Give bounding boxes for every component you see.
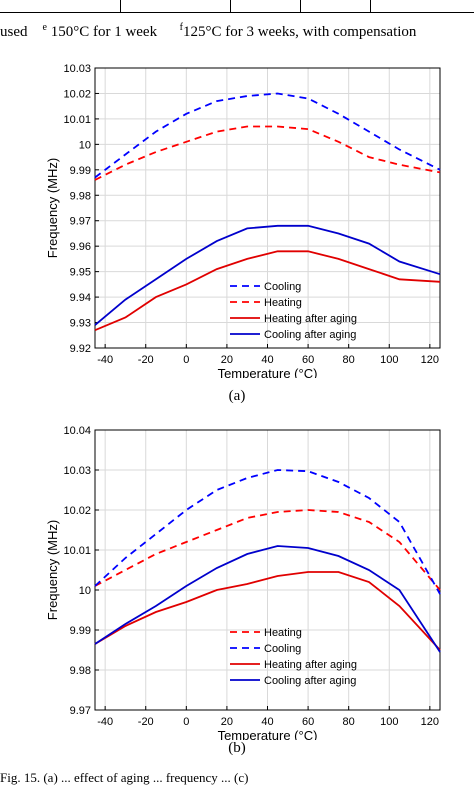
x-tick-label: 100 (380, 716, 398, 728)
y-tick-label: 9.92 (70, 343, 91, 355)
x-tick-label: -40 (97, 716, 113, 728)
x-axis-label: Temperature (°C) (218, 366, 318, 378)
y-axis-label: Frequency (MHz) (45, 520, 60, 620)
x-tick-label: 20 (221, 354, 233, 366)
series-line-heating-after-aging (94, 571, 441, 651)
y-tick-label: 9.98 (70, 190, 91, 202)
x-tick-label: 80 (343, 354, 355, 366)
y-tick-label: 9.99 (70, 625, 91, 637)
y-tick-label: 10.04 (63, 425, 91, 437)
x-tick-label: 40 (261, 354, 273, 366)
y-tick-label: 9.93 (70, 318, 91, 330)
y-tick-label: 10.03 (63, 465, 91, 477)
x-tick-label: -20 (138, 716, 154, 728)
y-tick-label: 10.01 (63, 114, 91, 126)
series-line-cooling-after-aging (94, 224, 441, 326)
table-cell-divider (300, 0, 301, 12)
legend-entry: Heating (264, 297, 302, 309)
series-line-cooling (94, 469, 441, 595)
y-axis-label: Frequency (MHz) (45, 158, 60, 258)
figure-footer: Fig. 15. (a) ... effect of aging ... fre… (0, 770, 249, 785)
x-tick-label: -40 (97, 354, 113, 366)
legend-entry: Heating after aging (264, 313, 357, 325)
legend-entry: Heating after aging (264, 659, 357, 671)
y-tick-label: 10.02 (63, 88, 91, 100)
footnote-e-text: 150°C for 1 week (50, 24, 158, 40)
series-line-heating (94, 125, 441, 181)
caption-a: (a) (228, 388, 246, 404)
table-cell-divider (230, 0, 231, 12)
x-tick-label: 60 (302, 354, 314, 366)
x-tick-label: 20 (221, 716, 233, 728)
legend-entry: Cooling after aging (264, 675, 356, 687)
legend-entry: Heating (264, 627, 302, 639)
x-tick-label: 120 (421, 716, 439, 728)
x-tick-label: 40 (261, 716, 273, 728)
x-tick-label: 100 (380, 354, 398, 366)
y-tick-label: 9.98 (70, 665, 91, 677)
y-tick-label: 10 (79, 139, 91, 151)
y-tick-label: 9.95 (70, 267, 91, 279)
chart-b: -40 -20 0 20 40 60 80 100 120 9.97 9.98 9.99 10 10.01… (45, 425, 441, 740)
table-cell-divider (120, 0, 121, 12)
x-tick-label: 0 (183, 716, 189, 728)
y-tick-label: 9.94 (70, 292, 91, 304)
x-tick-label: 60 (302, 716, 314, 728)
table-bottom-border (0, 12, 474, 13)
x-tick-label: 120 (421, 354, 439, 366)
series-line-cooling-after-aging (94, 545, 441, 653)
footnote-left: used (0, 24, 28, 40)
table-cell-divider (370, 0, 371, 12)
table-footnote: used e 150°C for 1 week f125°C for 3 wee… (0, 22, 474, 41)
y-tick-label: 9.97 (70, 216, 91, 228)
x-tick-label: -20 (138, 354, 154, 366)
y-tick-label: 9.99 (70, 165, 91, 177)
y-tick-label: 9.96 (70, 241, 91, 253)
x-axis-label: Temperature (°C) (218, 728, 318, 740)
legend-entry: Cooling (264, 281, 301, 293)
legend-entry: Cooling after aging (264, 329, 356, 341)
caption-b: (b) (228, 740, 246, 756)
y-tick-label: 10 (79, 585, 91, 597)
footnote-e-mark: e (42, 22, 47, 33)
x-tick-label: 80 (343, 716, 355, 728)
legend-entry: Cooling (264, 643, 301, 655)
chart-a: -40 -20 0 20 40 60 80 100 120 9.92 9.93 9.94 9.95 9.9… (45, 63, 441, 378)
series-line-heating-after-aging (94, 250, 441, 332)
y-tick-label: 9.97 (70, 705, 91, 717)
y-tick-label: 10.01 (63, 545, 91, 557)
series-line-heating (94, 509, 441, 591)
footnote-f-mark: f (179, 22, 183, 33)
x-tick-label: 0 (183, 354, 189, 366)
y-tick-label: 10.03 (63, 63, 91, 75)
y-tick-label: 10.02 (63, 505, 91, 517)
footnote-f-text: 125°C for 3 weeks, with compensation (182, 24, 417, 40)
